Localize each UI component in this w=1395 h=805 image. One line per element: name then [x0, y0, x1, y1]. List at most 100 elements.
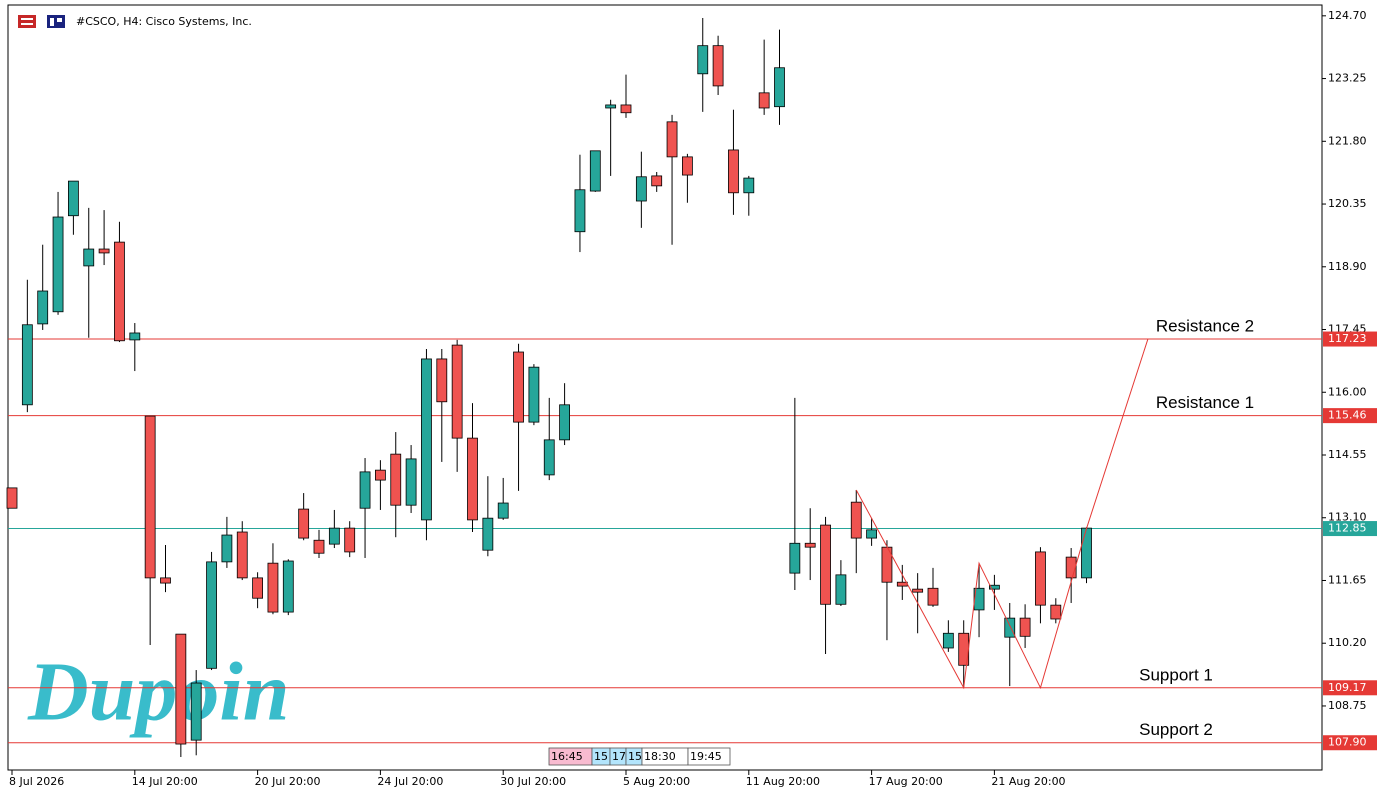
candle-body: [175, 633, 187, 745]
x-tick-label: 24 Jul 20:00: [377, 775, 443, 788]
level-name: Support 1: [1139, 665, 1213, 684]
y-tick-label: 113.10: [1328, 511, 1367, 524]
candle-body: [405, 458, 417, 506]
candle-body: [1050, 604, 1062, 620]
x-tick-label: 5 Aug 20:00: [623, 775, 690, 788]
session-marker-label: 15: [594, 750, 608, 763]
candle-body: [789, 542, 801, 574]
candle-body: [482, 517, 494, 551]
candle-body: [1019, 617, 1031, 637]
candle-body: [697, 45, 709, 75]
candle-body: [743, 177, 755, 194]
x-tick-label: 14 Jul 20:00: [132, 775, 198, 788]
candle-body: [666, 121, 678, 158]
y-tick-label: 110.20: [1328, 636, 1367, 649]
session-marker-label: 16:45: [551, 750, 583, 763]
candle-body: [129, 332, 141, 341]
candle-body: [559, 404, 570, 441]
session-marker-label: 17: [612, 750, 626, 763]
plot-frame: [7, 4, 1323, 771]
candle-body: [1004, 617, 1016, 638]
y-tick-label: 118.90: [1328, 260, 1367, 273]
candle-body: [651, 175, 663, 187]
candle-body: [1035, 551, 1046, 606]
x-tick-label: 30 Jul 20:00: [500, 775, 566, 788]
toolbar-icons: [18, 15, 65, 28]
level-price-box: [1323, 735, 1377, 751]
y-tick-label: 116.00: [1328, 385, 1367, 398]
candle-body: [467, 437, 478, 521]
level-price-label: 109.17: [1328, 681, 1367, 694]
x-tick-label: 21 Aug 20:00: [991, 775, 1065, 788]
candle-body: [820, 524, 831, 605]
candle-body: [635, 176, 647, 202]
candle-body: [160, 577, 171, 584]
candle-body: [513, 351, 524, 423]
candle-body: [543, 439, 555, 476]
y-tick-label: 121.80: [1328, 134, 1367, 147]
y-tick-label: 124.70: [1328, 9, 1367, 22]
candle-body: [574, 189, 586, 233]
session-marker-label: 18:30: [644, 750, 676, 763]
candle-body: [728, 149, 739, 194]
candle-body: [267, 562, 279, 613]
y-tick-label: 120.35: [1328, 197, 1367, 210]
level-price-box: [1323, 680, 1377, 696]
candle-body: [927, 587, 939, 606]
candle-body: [866, 529, 877, 539]
x-tick-label: 20 Jul 20:00: [255, 775, 321, 788]
candle-body: [190, 682, 202, 741]
y-tick-label: 123.25: [1328, 72, 1367, 85]
candle-body: [497, 502, 509, 519]
watermark: Dupoin: [27, 645, 289, 738]
x-tick-label: 8 Jul 2026: [9, 775, 64, 788]
candle-body: [206, 561, 217, 669]
candle-body: [421, 358, 432, 521]
candle-body: [1065, 556, 1077, 579]
candle-body: [21, 324, 33, 406]
candle-body: [989, 584, 1000, 590]
candle-body: [774, 67, 785, 108]
session-marker-label: 19:45: [690, 750, 722, 763]
candle-body: [236, 531, 248, 579]
candle-body: [804, 542, 816, 548]
candle-body: [282, 560, 294, 613]
candle-body: [313, 539, 325, 554]
candle-body: [390, 453, 402, 506]
candle-body: [758, 92, 770, 109]
session-marker: [687, 747, 731, 766]
candle-body: [436, 358, 448, 403]
candle-body: [605, 104, 617, 109]
level-price-label: 117.23: [1328, 332, 1367, 345]
candle-body: [52, 216, 64, 313]
candle-body: [835, 574, 847, 605]
candle-body: [37, 290, 49, 325]
pattern-line: [855, 338, 1149, 690]
level-price-label: 115.46: [1328, 409, 1367, 422]
candle-body: [973, 587, 985, 611]
candle-body: [114, 241, 125, 342]
candle-body: [144, 415, 156, 579]
level-name: Resistance 1: [1156, 393, 1254, 412]
candle-body: [359, 471, 371, 509]
candle-body: [850, 501, 862, 539]
candle-body: [298, 508, 310, 539]
level-price-label: 107.90: [1328, 736, 1367, 749]
chart-title: #CSCO, H4: Cisco Systems, Inc.: [76, 15, 252, 28]
level-price-box: [1323, 331, 1377, 347]
candle-body: [68, 180, 79, 217]
level-name: Support 2: [1139, 720, 1213, 739]
current-price-box: [1323, 521, 1377, 537]
candle-body: [942, 632, 954, 649]
candle-body: [328, 527, 340, 545]
level-price-box: [1323, 408, 1377, 424]
candle-body: [896, 581, 908, 587]
candle-body: [1081, 527, 1092, 579]
candle-body: [682, 156, 693, 176]
candle-body: [712, 45, 724, 87]
candle-body: [83, 248, 95, 267]
candle-body: [221, 534, 233, 563]
candle-body: [528, 366, 540, 423]
candle-body: [252, 577, 264, 599]
